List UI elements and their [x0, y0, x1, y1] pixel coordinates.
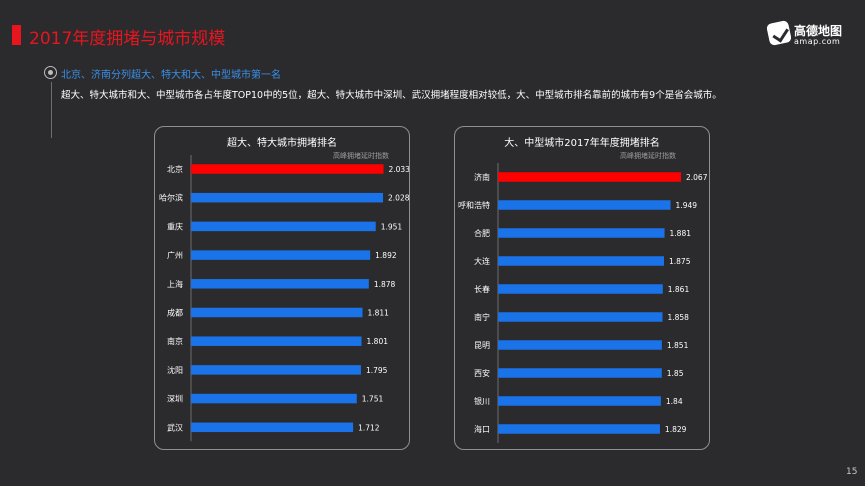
target-icon: [44, 66, 57, 79]
category-label: 广州: [167, 250, 183, 260]
value-label: 1.84: [666, 397, 683, 406]
bar: [498, 228, 665, 238]
value-label: 1.829: [665, 425, 687, 434]
bar: [191, 365, 361, 375]
index-label: 高峰拥堵延时指数: [333, 152, 389, 160]
category-label: 西安: [474, 368, 490, 378]
value-label: 1.712: [358, 423, 380, 432]
amap-logo: 高德地图 amap.com: [765, 19, 846, 48]
bar: [191, 336, 362, 346]
category-label: 武汉: [167, 422, 183, 432]
category-label: 南宁: [474, 312, 490, 322]
value-label: 1.85: [667, 369, 684, 378]
category-label: 昆明: [474, 341, 490, 350]
category-label: 呼和浩特: [458, 200, 490, 210]
bar: [498, 200, 671, 210]
value-label: 1.878: [374, 280, 396, 289]
bar: [498, 256, 665, 266]
value-label: 2.033: [388, 165, 409, 174]
bar: [191, 192, 384, 203]
category-label: 海口: [474, 424, 490, 434]
bar: [498, 368, 662, 378]
chart-panel-right: 大、中型城市2017年年度拥堵排名 高峰拥堵延时指数 济南 2.067 呼和浩特 1.…: [454, 126, 710, 450]
title-accent-bar: [12, 25, 21, 45]
amap-logo-icon: [765, 19, 793, 47]
bar: [498, 284, 663, 294]
category-label: 沈阳: [167, 365, 183, 375]
slide-title: 2017年度拥堵与城市规模: [29, 29, 226, 49]
bar: [191, 279, 369, 289]
page-number: 15: [846, 467, 858, 477]
logo-domain: amap.com: [794, 37, 841, 46]
category-label: 济南: [474, 172, 490, 182]
bar: [191, 307, 363, 318]
value-label: 1.858: [667, 313, 689, 322]
value-label: 1.875: [669, 257, 691, 266]
bar: [191, 393, 357, 404]
bar: [191, 422, 354, 433]
value-label: 1.801: [367, 337, 389, 346]
category-label: 大连: [474, 256, 490, 266]
bar: [498, 172, 681, 182]
value-label: 1.751: [362, 395, 384, 404]
value-label: 2.028: [388, 194, 409, 203]
value-label: 1.861: [668, 285, 690, 294]
category-label: 合肥: [474, 228, 490, 238]
category-label: 银川: [474, 396, 490, 406]
value-label: 1.949: [676, 201, 698, 210]
index-label: 高峰拥堵延时指数: [620, 152, 676, 160]
category-label: 南京: [167, 336, 183, 346]
value-label: 1.892: [375, 251, 397, 260]
value-label: 1.851: [667, 341, 689, 350]
bar: [498, 424, 660, 434]
bar-chart-right: 济南 2.067 呼和浩特 1.949 合肥 1.881 大连 1.875 长春 1.861 南宁 1…: [458, 163, 708, 443]
category-label: 北京: [167, 164, 183, 174]
category-label: 长春: [474, 284, 490, 294]
bar: [498, 312, 663, 322]
value-label: 2.067: [686, 173, 708, 182]
description: 超大、特大城市和大、中型城市各占年度TOP10中的5位，超大、特大城市中深圳、武…: [61, 90, 722, 101]
value-label: 1.881: [670, 229, 692, 238]
category-label: 成都: [167, 308, 183, 318]
category-label: 上海: [167, 279, 183, 289]
bar: [191, 250, 371, 260]
category-label: 重庆: [167, 221, 183, 231]
category-label: 哈尔滨: [159, 193, 183, 203]
value-label: 1.951: [381, 222, 403, 231]
bar-chart-left: 北京 2.033 哈尔滨 2.028 重庆 1.951 广州 1.892 上海 1.878 成都 1.…: [159, 155, 409, 442]
value-label: 1.811: [367, 309, 389, 318]
headline: 北京、济南分列超大、特大和大、中型城市第一名: [61, 70, 281, 81]
chart-panel-left: 超大、特大城市拥堵排名 高峰拥堵延时指数 北京 2.033 哈尔滨 2.028 重庆 1.…: [154, 126, 410, 450]
bar: [191, 164, 384, 174]
logo-text: 高德地图: [794, 24, 843, 38]
chart-title: 超大、特大城市拥堵排名: [227, 138, 337, 149]
bar: [191, 221, 376, 232]
value-label: 1.795: [366, 366, 388, 375]
chart-title: 大、中型城市2017年年度拥堵排名: [504, 138, 660, 149]
divider-line: [51, 82, 52, 138]
bar: [498, 340, 662, 350]
category-label: 深圳: [167, 394, 183, 404]
bar: [498, 396, 661, 406]
